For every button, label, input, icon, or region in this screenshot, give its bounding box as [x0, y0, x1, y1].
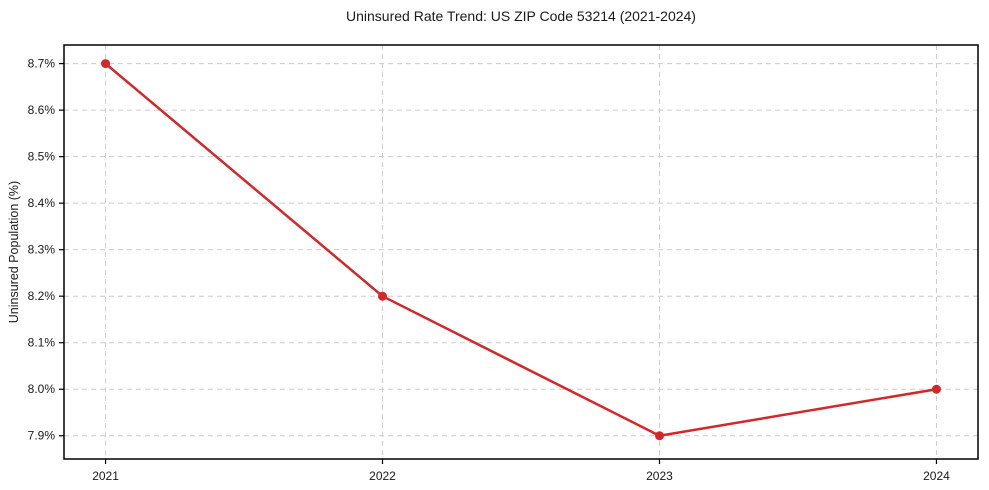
y-tick-label: 8.1%	[28, 336, 56, 350]
y-axis-label: Uninsured Population (%)	[7, 180, 21, 324]
chart-title: Uninsured Rate Trend: US ZIP Code 53214 …	[346, 8, 696, 24]
y-tick-label: 8.6%	[28, 103, 56, 117]
x-tick-label: 2024	[923, 469, 950, 483]
x-tick-label: 2022	[369, 469, 396, 483]
y-tick-label: 8.4%	[28, 196, 56, 210]
data-point	[931, 384, 941, 394]
y-tick-label: 7.9%	[28, 429, 56, 443]
y-tick-label: 8.5%	[28, 150, 56, 164]
y-tick-label: 8.0%	[28, 382, 56, 396]
x-tick-label: 2021	[92, 469, 119, 483]
trend-line	[104, 62, 938, 437]
x-tick-label: 2023	[646, 469, 673, 483]
y-tick-label: 8.3%	[28, 243, 56, 257]
data-point	[654, 431, 664, 441]
plot-border	[63, 44, 979, 460]
data-point	[378, 291, 388, 301]
data-point	[101, 59, 111, 69]
y-tick-label: 8.7%	[28, 57, 56, 71]
y-tick-label: 8.2%	[28, 289, 56, 303]
